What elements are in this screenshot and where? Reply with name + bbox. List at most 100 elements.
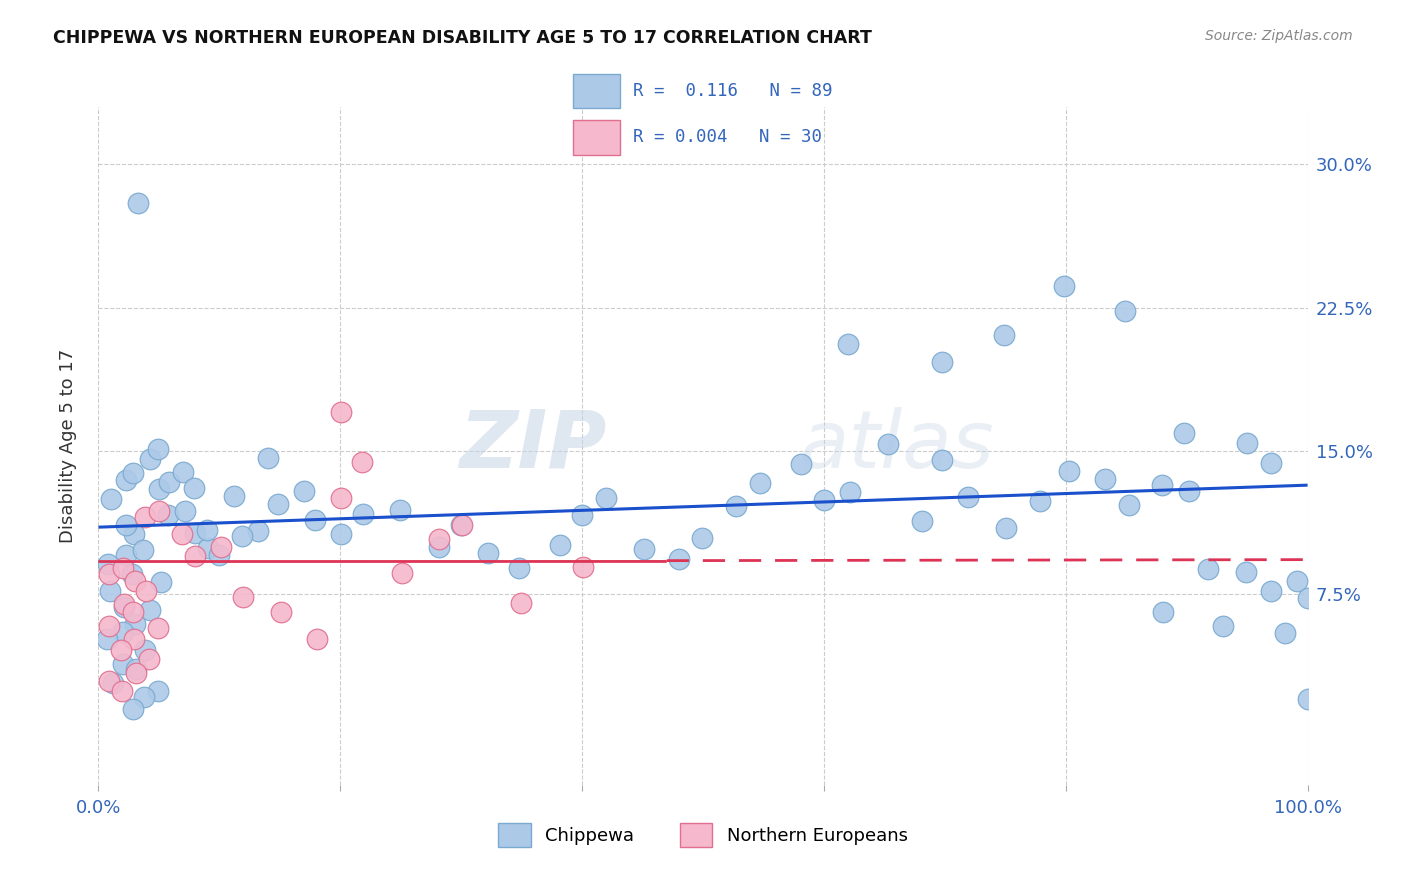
Point	[125, 662, 148, 676]
Point	[571, 508, 593, 523]
Point	[111, 684, 134, 698]
Point	[668, 552, 690, 566]
Point	[148, 482, 170, 496]
Point	[132, 543, 155, 558]
Point	[121, 467, 143, 481]
Point	[139, 452, 162, 467]
Point	[1028, 494, 1050, 508]
Point	[98, 566, 121, 581]
Point	[931, 355, 953, 369]
Point	[876, 437, 898, 451]
Point	[1173, 426, 1195, 441]
Point	[122, 702, 145, 716]
Point	[112, 600, 135, 615]
Point	[304, 513, 326, 527]
Point	[139, 603, 162, 617]
Point	[633, 541, 655, 556]
Point	[270, 605, 292, 619]
Point	[1286, 574, 1309, 589]
Point	[134, 509, 156, 524]
Point	[101, 676, 124, 690]
Point	[148, 504, 170, 518]
Point	[170, 526, 193, 541]
Point	[111, 561, 134, 575]
Point	[391, 566, 413, 580]
Point	[114, 518, 136, 533]
Point	[749, 475, 772, 490]
Point	[138, 652, 160, 666]
Point	[838, 485, 860, 500]
Point	[146, 683, 169, 698]
Point	[1197, 562, 1219, 576]
Point	[427, 533, 450, 547]
Point	[122, 606, 145, 620]
Point	[110, 643, 132, 657]
Point	[173, 504, 195, 518]
Point	[146, 622, 169, 636]
Point	[127, 196, 149, 211]
Point	[134, 642, 156, 657]
Point	[1152, 605, 1174, 619]
Point	[124, 527, 146, 541]
Point	[111, 657, 134, 671]
Point	[112, 597, 135, 611]
Point	[97, 557, 120, 571]
Point	[837, 336, 859, 351]
Text: R = 0.004   N = 30: R = 0.004 N = 30	[633, 128, 823, 146]
Point	[222, 489, 245, 503]
Point	[146, 442, 169, 456]
Point	[115, 473, 138, 487]
Point	[122, 632, 145, 647]
Point	[292, 483, 315, 498]
Point	[1057, 464, 1080, 478]
Point	[911, 514, 934, 528]
Text: ZIP: ZIP	[458, 407, 606, 485]
Point	[330, 491, 353, 506]
Point	[232, 590, 254, 604]
Point	[98, 583, 121, 598]
Point	[132, 690, 155, 704]
Point	[231, 529, 253, 543]
Point	[1296, 692, 1319, 706]
Point	[508, 561, 530, 575]
Point	[97, 674, 120, 689]
Point	[352, 455, 374, 469]
Point	[994, 521, 1017, 535]
Point	[114, 548, 136, 562]
Point	[330, 404, 353, 418]
Text: atlas: atlas	[800, 407, 994, 485]
Point	[183, 482, 205, 496]
Point	[1274, 626, 1296, 640]
Point	[692, 532, 714, 546]
Point	[184, 526, 207, 541]
Point	[257, 451, 280, 466]
Point	[157, 508, 180, 522]
Point	[98, 619, 121, 633]
Point	[157, 475, 180, 490]
Point	[1296, 591, 1319, 605]
Point	[1212, 619, 1234, 633]
Point	[246, 524, 269, 538]
Point	[96, 632, 118, 647]
Point	[595, 491, 617, 505]
Point	[1236, 436, 1258, 450]
Point	[172, 465, 194, 479]
Bar	[572, 120, 620, 154]
Point	[724, 499, 747, 513]
Point	[1094, 472, 1116, 486]
Point	[195, 523, 218, 537]
Bar	[572, 74, 620, 109]
Point	[1260, 456, 1282, 470]
Point	[135, 583, 157, 598]
Point	[509, 596, 531, 610]
Point	[993, 328, 1015, 343]
Point	[100, 492, 122, 507]
Point	[427, 540, 450, 554]
Point	[931, 453, 953, 467]
Point	[813, 492, 835, 507]
Point	[330, 526, 353, 541]
Point	[450, 517, 472, 532]
Text: Source: ZipAtlas.com: Source: ZipAtlas.com	[1205, 29, 1353, 43]
Text: R =  0.116   N = 89: R = 0.116 N = 89	[633, 82, 832, 100]
Point	[124, 617, 146, 632]
